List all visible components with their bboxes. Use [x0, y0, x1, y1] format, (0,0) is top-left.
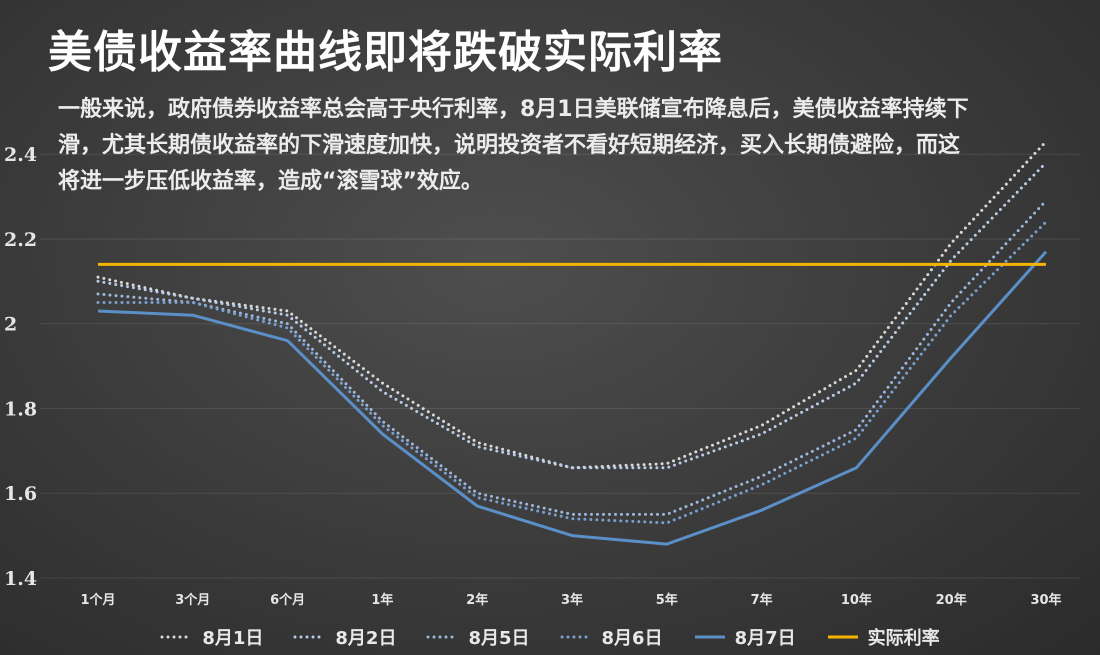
series-line-4 [96, 220, 1048, 525]
y-tick-label: 2.4 [4, 144, 37, 166]
yield-curve-chart: 1.4 1.6 1.8 2 2.2 2.4 1个月 3个月 6个月 1年 2年 3年 5年 7年 10年 2… [4, 140, 1080, 608]
x-tick-label: 3个月 [175, 592, 210, 608]
x-tick-label: 7年 [751, 592, 773, 608]
chart-title: 美债收益率曲线即将跌破实际利率 [48, 27, 723, 78]
x-tick-label: 2年 [466, 592, 488, 608]
legend-item: 实际利率 [826, 624, 940, 650]
legend-swatch [160, 635, 194, 639]
legend-item: 8月7日 [693, 624, 796, 650]
x-tick-label: 10年 [841, 592, 872, 608]
legend-label: 8月2日 [335, 628, 397, 649]
y-tick-label: 2 [4, 314, 17, 336]
x-tick-label: 1个月 [80, 592, 115, 608]
x-tick-label: 3年 [561, 592, 583, 608]
series-lines [96, 140, 1048, 546]
legend-label: 8月6日 [601, 628, 663, 649]
legend-label: 实际利率 [867, 628, 940, 649]
y-tick-label: 1.4 [4, 568, 37, 590]
legend-item: 8月5日 [426, 624, 530, 650]
legend-item: 8月6日 [560, 624, 663, 650]
x-tick-label: 5年 [656, 592, 678, 608]
x-axis-ticks: 1个月 3个月 6个月 1年 2年 3年 5年 7年 10年 20年 30年 [80, 592, 1061, 608]
gridlines [40, 153, 1080, 579]
series-line-5 [97, 250, 1048, 546]
x-tick-label: 30年 [1030, 592, 1061, 608]
series-line-3 [96, 199, 1048, 516]
chart-subtitle: 一般来说，政府债券收益率总会高于央行利率，8月1日美联储宣布降息后，美债收益率持… [58, 97, 969, 194]
series-line-1 [96, 140, 1048, 470]
legend-swatch [827, 635, 858, 639]
legend-label: 8月7日 [734, 628, 796, 649]
y-tick-label: 1.6 [4, 483, 37, 505]
legend-label: 8月1日 [202, 628, 264, 649]
legend-swatch [694, 635, 725, 639]
legend-item: 8月2日 [293, 624, 396, 650]
legend-swatch [293, 635, 327, 639]
legend-swatch [426, 635, 460, 639]
legend-swatch [560, 635, 594, 639]
x-tick-label: 6个月 [270, 592, 305, 608]
legend-item: 8月1日 [160, 624, 263, 650]
x-tick-label: 20年 [936, 592, 967, 608]
x-tick-label: 1年 [371, 592, 393, 608]
y-tick-label: 2.2 [4, 229, 37, 251]
chart-legend: 8月1日 8月2日 8月5日 8月6日 8月7日 实际利率 [0, 622, 1100, 652]
y-axis-ticks: 1.4 1.6 1.8 2 2.2 2.4 [4, 144, 37, 590]
y-tick-label: 1.8 [4, 398, 37, 420]
legend-label: 8月5日 [468, 628, 530, 649]
